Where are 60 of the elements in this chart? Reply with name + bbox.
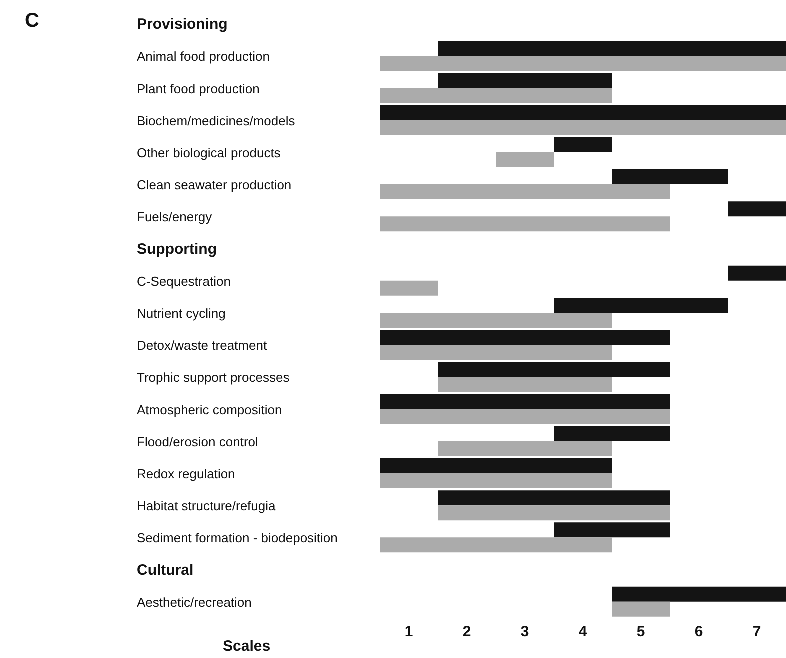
y-tick-label: Animal food production <box>137 49 270 64</box>
bar <box>438 377 612 392</box>
bar <box>728 266 786 281</box>
bar <box>496 152 554 168</box>
bar <box>438 490 670 506</box>
bar <box>438 506 670 521</box>
bar <box>380 458 612 474</box>
bar <box>380 538 612 553</box>
bar <box>380 88 612 104</box>
bar <box>438 362 670 378</box>
y-tick-label: Nutrient cycling <box>137 306 226 321</box>
bar <box>438 73 612 88</box>
bar <box>380 56 786 72</box>
y-tick-label: Trophic support processes <box>137 370 290 386</box>
bar <box>380 409 670 424</box>
bar <box>380 312 612 328</box>
y-tick-label: Redox regulation <box>137 466 236 482</box>
y-tick-label: Supporting <box>137 240 217 258</box>
y-tick-label: Sediment formation - biodeposition <box>137 530 338 546</box>
x-tick-label: 6 <box>694 624 704 641</box>
y-tick-label: Aesthetic/recreation <box>137 594 252 610</box>
y-tick-label: Detox/waste treatment <box>137 338 268 354</box>
bar <box>554 298 728 313</box>
x-tick-label: 2 <box>462 624 472 641</box>
bar <box>554 426 670 442</box>
y-tick-label: C-Sequestration <box>137 274 231 289</box>
y-tick-label: Biochem/medicines/models <box>137 113 296 128</box>
bar <box>380 216 670 232</box>
x-tick-label: 1 <box>404 624 414 641</box>
bar <box>612 586 786 602</box>
y-tick-label: Other biological products <box>137 145 282 160</box>
bar <box>728 202 786 217</box>
bar <box>380 473 612 488</box>
y-tick-label: Clean seawater production <box>137 178 292 193</box>
bar <box>438 441 612 456</box>
y-tick-label: Plant food production <box>137 81 260 96</box>
y-tick-label: Provisioning <box>137 16 228 34</box>
y-tick-label: Habitat structure/refugia <box>137 498 277 514</box>
bar <box>612 170 728 185</box>
bar <box>380 280 438 296</box>
bar <box>380 394 670 410</box>
y-tick-label: Atmospheric composition <box>137 402 282 418</box>
y-tick-label: Cultural <box>137 562 194 579</box>
bar <box>554 137 612 152</box>
x-tick-label: 7 <box>752 624 762 641</box>
x-tick-label: 3 <box>520 624 530 641</box>
x-tick-label: 5 <box>636 624 646 641</box>
y-tick-label: Flood/erosion control <box>137 434 259 450</box>
bar <box>438 41 786 56</box>
bar <box>380 120 786 136</box>
y-tick-label: Fuels/energy <box>137 210 213 225</box>
x-tick-label: 4 <box>578 624 588 641</box>
text: C <box>25 10 40 33</box>
bar <box>554 522 670 538</box>
bar <box>380 105 786 120</box>
bar <box>380 330 670 346</box>
bar <box>612 602 670 617</box>
bar <box>380 345 612 360</box>
bar <box>380 184 670 200</box>
x-axis-title: Scales <box>223 638 271 655</box>
